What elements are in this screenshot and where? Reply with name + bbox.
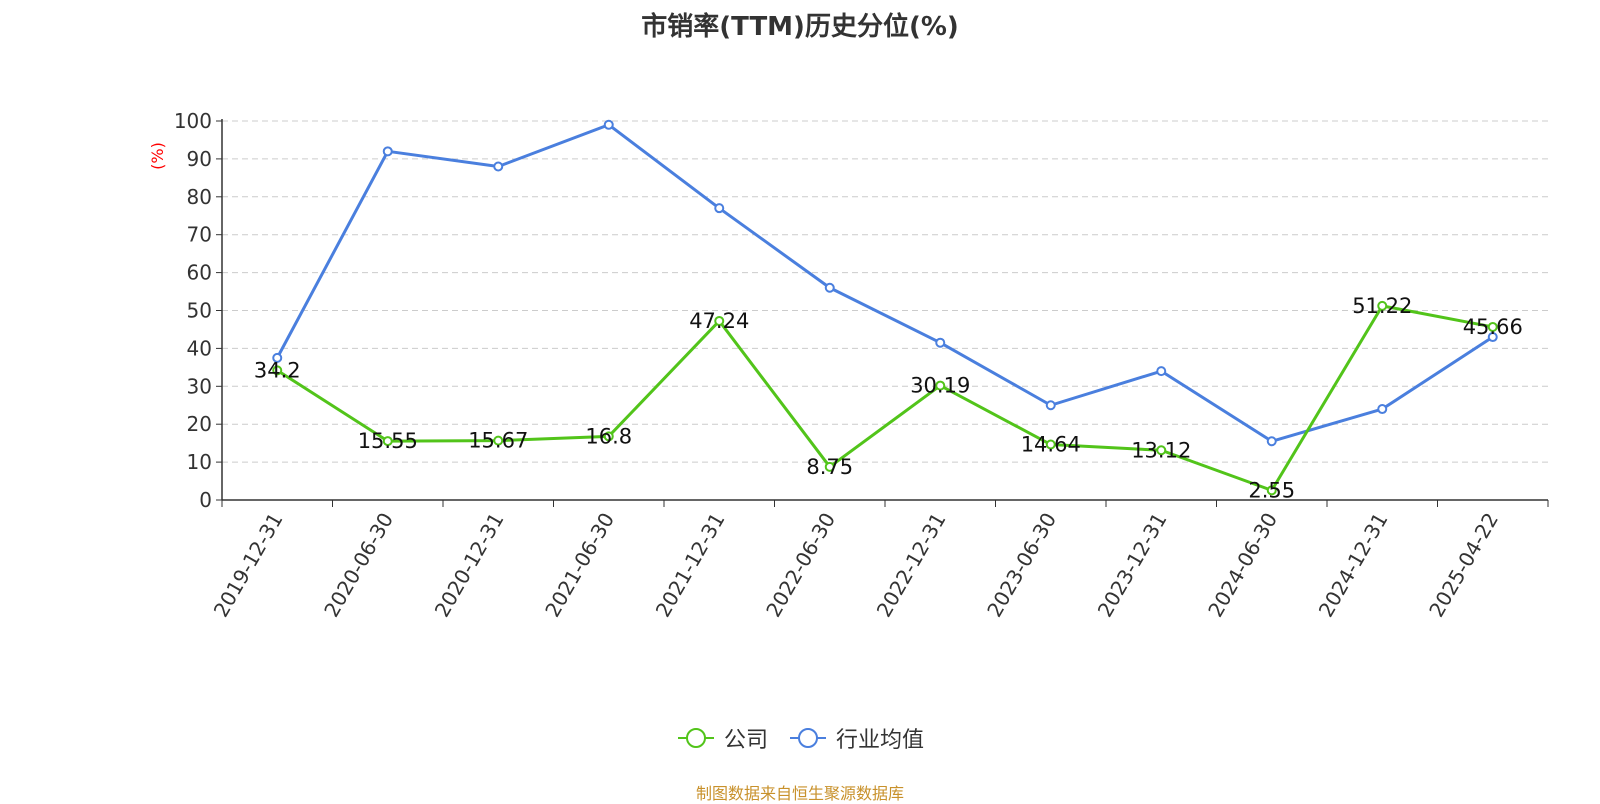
data-label: 15.67 <box>468 429 528 453</box>
legend-item-industry-average[interactable]: 行业均值 <box>788 722 924 754</box>
company-point <box>272 365 283 376</box>
y-tick-label: 50 <box>187 299 212 323</box>
x-tick-label: 2020-12-31 <box>430 509 509 622</box>
industry-average-point <box>382 146 393 157</box>
legend-company-icon <box>677 728 714 748</box>
x-tick-label: 2022-06-30 <box>761 509 840 622</box>
industry-average-point <box>1045 400 1056 411</box>
company-point <box>1266 485 1277 496</box>
industry-average-point <box>824 282 835 293</box>
chart-title: 市销率(TTM)历史分位(%) <box>641 12 959 42</box>
y-axis-label: (%) <box>148 142 167 170</box>
y-tick-label: 0 <box>199 488 212 512</box>
legend-item-company[interactable]: 公司 <box>676 722 768 754</box>
x-tick-label: 2021-06-30 <box>540 509 619 622</box>
x-tick-label: 2025-04-22 <box>1424 509 1503 622</box>
data-label: 34.2 <box>254 358 301 382</box>
x-tick-label: 2024-12-31 <box>1314 509 1393 622</box>
line-chart: 0 10 20 30 40 50 60 70 80 90 100 (%) 2019-12-31 2020-… <box>148 109 1549 622</box>
data-label: 45.66 <box>1463 315 1523 339</box>
industry-average-point <box>935 337 946 348</box>
data-label: 13.12 <box>1131 438 1191 462</box>
industry-average-point <box>1377 404 1388 415</box>
company-line <box>276 304 1494 492</box>
x-tick-label: 2023-06-30 <box>982 509 1061 622</box>
data-source-note: 制图数据来自恒生聚源数据库 <box>695 784 904 803</box>
industry-average-point <box>603 119 614 130</box>
data-label: 8.75 <box>806 455 853 479</box>
legend-label-company: 公司 <box>723 728 768 753</box>
data-label: 47.24 <box>689 309 749 333</box>
company-point <box>1487 321 1498 332</box>
industry-average-line <box>275 123 1494 443</box>
company-point <box>493 435 504 446</box>
company-point <box>714 315 725 326</box>
company-point <box>382 436 393 447</box>
legend: 公司 行业均值 <box>0 722 1600 754</box>
y-tick-label: 100 <box>174 109 212 133</box>
x-tick-label: 2019-12-31 <box>209 509 288 622</box>
y-tick-label: 80 <box>187 185 212 209</box>
y-tick-label: 70 <box>187 223 212 247</box>
y-tick-label: 90 <box>187 147 212 171</box>
x-tick-label: 2023-12-31 <box>1093 509 1172 622</box>
company-point <box>1156 445 1167 456</box>
industry-average-point <box>1156 366 1167 377</box>
data-label: 15.55 <box>358 429 418 453</box>
company-point <box>935 380 946 391</box>
company-point <box>603 431 614 442</box>
y-tick-label: 60 <box>187 261 212 285</box>
company-point <box>1377 300 1388 311</box>
x-tick-label: 2024-06-30 <box>1203 509 1282 622</box>
data-label: 51.22 <box>1352 294 1412 318</box>
y-tick-label: 20 <box>187 412 212 436</box>
industry-average-point <box>714 203 725 214</box>
data-label: 2.55 <box>1248 478 1295 502</box>
industry-average-point <box>1266 436 1277 447</box>
industry-average-point <box>272 352 283 363</box>
y-tick-label: 40 <box>187 336 212 360</box>
industry-average-point <box>493 161 504 172</box>
y-tick-label: 30 <box>187 374 212 398</box>
company-point <box>824 461 835 472</box>
data-label: 14.64 <box>1021 433 1081 457</box>
x-tick-label: 2020-06-30 <box>319 509 398 622</box>
legend-label-industry-average: 行业均值 <box>836 728 925 753</box>
y-tick-label: 10 <box>187 450 212 474</box>
industry-average-point <box>1487 332 1498 343</box>
x-tick-label: 2021-12-31 <box>651 509 730 622</box>
data-label: 30.19 <box>910 374 970 398</box>
data-label: 16.8 <box>585 424 632 448</box>
legend-industry-icon <box>790 728 826 748</box>
company-point <box>1045 439 1056 450</box>
x-tick-label: 2022-12-31 <box>872 509 951 622</box>
